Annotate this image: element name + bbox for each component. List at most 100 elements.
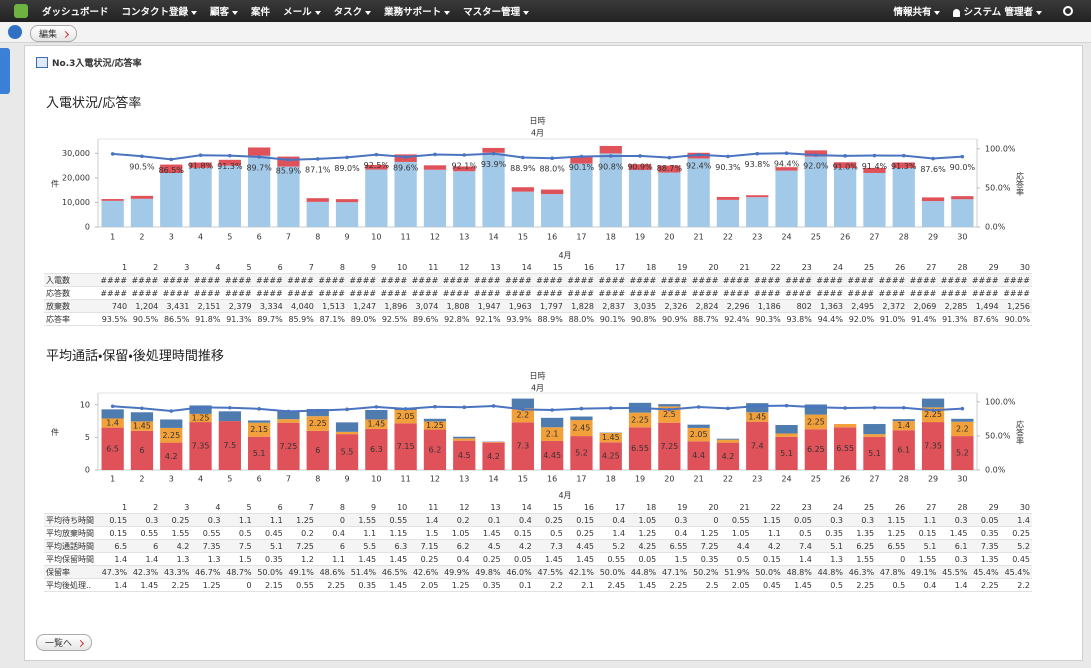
data-label: 90.3% [715,163,741,172]
bar-segment [541,194,564,227]
nav-item[interactable]: 情報共有 [893,4,940,18]
table-cell: 0.25 [160,513,192,527]
table-cell: 49.9% [440,565,472,579]
data-label: 5.1 [780,449,793,458]
nav-item[interactable]: 案件 [251,7,271,18]
x-tick-label: 15 [518,233,528,242]
table-cell: 4.25 [627,539,659,553]
data-label: 2.25 [631,415,649,424]
line-point [843,406,847,410]
table-cell: 91.8% [191,312,223,326]
table-cell: 90.9% [658,312,690,326]
table-cell: 1.4 [782,552,814,566]
table-cell: 89.7% [253,312,285,326]
data-label: 2.2 [516,411,529,420]
table-cell: 1.45 [533,552,565,566]
table-cell: 1,947 [471,299,503,313]
logo[interactable] [14,4,28,18]
data-label: 2.5 [663,410,676,419]
y-tick-label: 20,000 [62,173,90,182]
bar-segment [628,169,652,227]
bar-segment [335,431,359,435]
table-cell: 0.4 [658,526,690,540]
side-tab[interactable] [0,48,10,94]
line-point [814,405,818,410]
column-header: 13 [471,501,503,514]
table-cell: #### [658,286,690,300]
table-cell: 0.15 [502,526,534,540]
row-label: 応答数 [44,286,98,300]
bar-segment [101,418,124,428]
table-cell: 0.55 [191,526,223,540]
table-cell: 1.45 [129,578,161,592]
nav-item[interactable]: 業務サポート [384,4,450,18]
table-cell: 6 [315,539,347,553]
line-point [667,407,672,412]
table-cell: 2.25 [658,578,690,592]
settings-icon[interactable] [1063,6,1073,16]
table-cell: 0.45 [1000,552,1032,566]
column-header: 14 [502,261,534,274]
table-cell: 0.55 [720,513,752,527]
table-cell: #### [1000,286,1032,300]
bar-segment [482,152,505,227]
edit-button[interactable]: 編集 [30,25,78,42]
y-tick-label: 10,000 [62,198,90,207]
table-cell: 1.4 [129,552,161,566]
table-cell: 6.55 [658,539,690,553]
nav-item[interactable]: コンタクト登録 [122,4,198,18]
y-tick-label: 10 [80,400,90,409]
line-point [521,407,525,412]
data-label: 90.9% [627,162,653,171]
nav-item[interactable]: 顧客 [210,4,238,18]
bar-segment [716,196,740,200]
table-cell: 0.45 [751,578,783,592]
table-cell: #### [689,286,721,300]
table-cell: 1.25 [191,578,223,592]
x-tick-label: 10 [371,475,381,484]
table-cell: 740 [98,299,130,313]
bar-segment [658,404,681,407]
line-point [755,404,760,408]
table-cell: #### [813,286,845,300]
x-tick-label: 4 [198,475,203,484]
table-cell: 47.1% [658,565,690,579]
x-tick-label: 25 [811,475,821,484]
table-cell: 1,363 [813,299,845,313]
table-cell: 2,824 [689,299,721,313]
nav-item[interactable]: メール [283,4,321,18]
line-point [110,152,115,156]
table-cell: #### [409,286,441,300]
table-cell: #### [907,273,939,287]
nav-item[interactable]: マスター管理 [463,4,529,18]
line-point [433,152,437,157]
refresh-icon[interactable] [8,25,22,39]
table-cell: 1.25 [689,526,721,540]
nav-item[interactable]: タスク [334,4,372,18]
table-group-header: 4月 [558,250,572,260]
x-tick-label: 2 [139,475,144,484]
line-point [608,406,613,410]
table-cell: 46.5% [378,565,410,579]
column-header: 17 [596,261,628,274]
bar-segment [482,147,505,153]
table-cell: 1.45 [471,526,503,540]
column-header: 11 [409,261,441,274]
nav-item[interactable]: ダッシュボード [42,7,109,18]
x-tick-label: 1 [110,233,115,242]
chart: 日時 4月件 応答率 0 10,000 20,000 30,000 0.0% 50.0% 100.… [51,117,1025,242]
table-cell: #### [596,273,628,287]
bar-segment [277,419,300,423]
column-header: 6 [253,501,285,514]
table-header-row: 4月 [44,489,1032,501]
x-tick-label: 3 [169,233,174,242]
bar-segment [511,187,534,192]
back-button[interactable]: 一覧へ [36,634,93,651]
bar-segment [834,168,857,227]
y2-tick-label: 100.0% [985,144,1016,153]
y2-tick-label: 50.0% [985,183,1011,192]
nav-item[interactable]: システム 管理者 [953,4,1042,18]
data-label: 2.05 [690,430,708,439]
